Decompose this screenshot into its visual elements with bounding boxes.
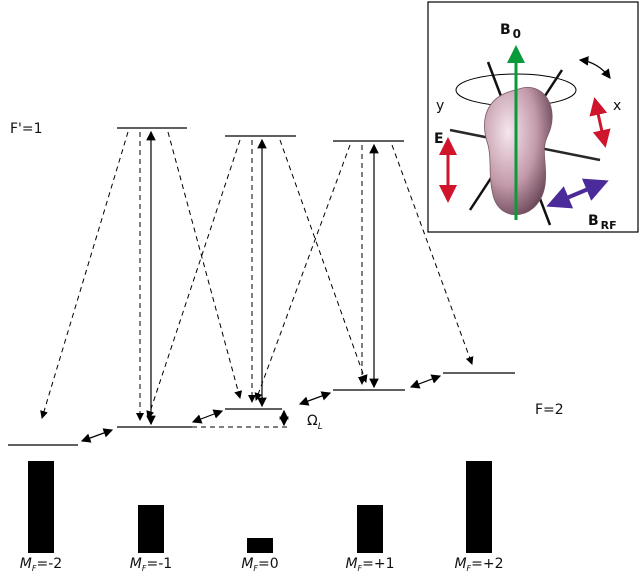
brf: B: [588, 213, 599, 229]
x-label: x: [613, 98, 621, 114]
y-label: y: [436, 98, 444, 114]
population-bars: MF=-2 MF=-1 MF=0 MF=+1 MF=+2: [20, 461, 504, 573]
m-val: =-2: [37, 556, 63, 572]
sublevel-label: MF=0: [241, 556, 278, 573]
omega-sub: L: [318, 422, 323, 432]
population-bar: [466, 461, 492, 553]
m-val: =-1: [147, 556, 173, 572]
sublevel-label: MF=-2: [20, 556, 62, 573]
m-val: =+2: [471, 556, 503, 572]
population-bar: [138, 505, 164, 553]
sublevel-label: MF=+2: [454, 556, 503, 573]
omega: Ω: [307, 413, 318, 429]
sublevel-label: MF=+1: [345, 556, 394, 573]
transitions: [42, 132, 472, 441]
brf-sub: RF: [601, 219, 617, 232]
population-bar: [357, 505, 383, 553]
m-val: =0: [258, 556, 279, 572]
sublevel-label: MF=-1: [130, 556, 172, 573]
population-bar: [28, 461, 54, 553]
m: M: [130, 556, 142, 572]
m: M: [454, 556, 466, 572]
b0-sub: 0: [513, 27, 521, 41]
m: M: [241, 556, 253, 572]
e-label: E: [434, 131, 444, 147]
diagram: F'=1 F=2 ΩL MF=-2 MF=-1 MF=0 MF=+1 MF=+2 B0 …: [0, 0, 642, 574]
m: M: [345, 556, 357, 572]
m: M: [20, 556, 32, 572]
b0: B: [500, 22, 511, 38]
splitting-label: ΩL: [307, 413, 323, 432]
m-val: =+1: [362, 556, 394, 572]
upper-label: F'=1: [10, 121, 43, 137]
population-bar: [247, 538, 273, 553]
lower-label: F=2: [535, 402, 564, 418]
